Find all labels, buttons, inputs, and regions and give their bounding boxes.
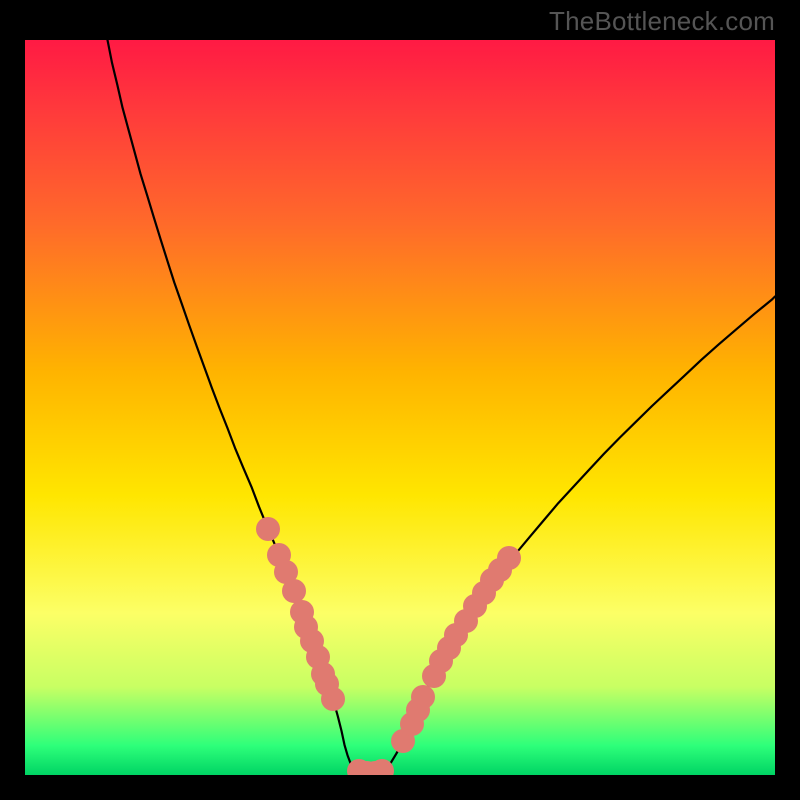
scatter-dot xyxy=(497,546,521,570)
scatter-dot xyxy=(256,517,280,541)
scatter-dot xyxy=(370,759,394,775)
scatter-dot xyxy=(411,685,435,709)
plot-area xyxy=(25,40,775,775)
frame: TheBottleneck.com xyxy=(0,0,800,800)
scatter-layer xyxy=(25,40,775,775)
watermark-text: TheBottleneck.com xyxy=(549,6,775,37)
scatter-dot xyxy=(321,687,345,711)
